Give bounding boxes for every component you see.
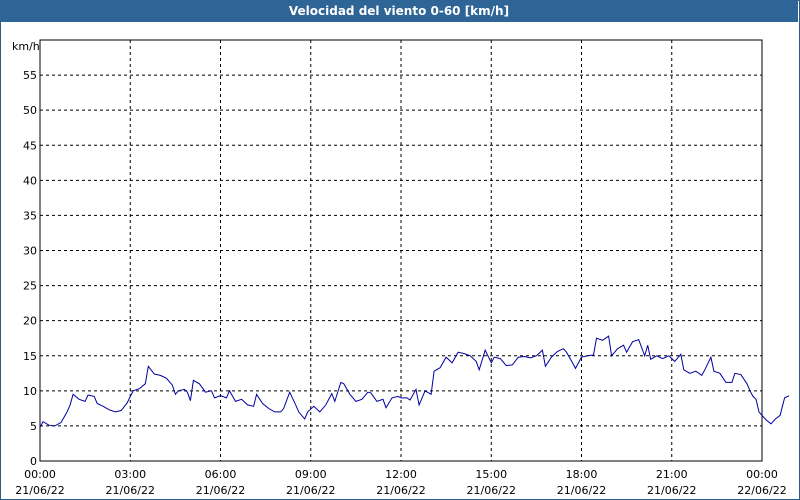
x-tick-time-label: 18:00	[566, 468, 598, 481]
y-axis-unit-label: km/h	[12, 40, 40, 53]
x-tick-time-label: 00:00	[24, 468, 56, 481]
x-tick-date-label: 21/06/22	[647, 484, 696, 497]
x-tick-time-label: 09:00	[295, 468, 327, 481]
chart-title: Velocidad del viento 0-60 [km/h]	[0, 0, 798, 22]
x-tick-date-label: 22/06/22	[737, 484, 786, 497]
y-tick-label: 55	[23, 69, 37, 82]
x-tick-date-label: 21/06/22	[376, 484, 425, 497]
x-tick-time-label: 15:00	[475, 468, 507, 481]
x-axis-ticks: 00:00 21/06/22 03:00 21/06/22 06:00 21/06/22 0…	[15, 468, 786, 497]
y-tick-label: 5	[30, 420, 37, 433]
y-tick-label: 50	[23, 104, 37, 117]
y-tick-label: 45	[23, 139, 37, 152]
wind-speed-line	[39, 335, 790, 428]
x-tick-date-label: 21/06/22	[286, 484, 335, 497]
y-tick-label: 20	[23, 315, 37, 328]
x-tick-time-label: 00:00	[746, 468, 778, 481]
y-tick-label: 10	[23, 385, 37, 398]
y-tick-label: 30	[23, 245, 37, 258]
y-tick-label: 35	[23, 209, 37, 222]
x-tick-time-label: 06:00	[205, 468, 237, 481]
y-tick-label: 40	[23, 174, 37, 187]
x-tick-time-label: 03:00	[114, 468, 146, 481]
plot-border	[39, 39, 763, 462]
x-tick-date-label: 21/06/22	[557, 484, 606, 497]
x-tick-time-label: 12:00	[385, 468, 417, 481]
x-tick-date-label: 21/06/22	[106, 484, 155, 497]
x-tick-date-label: 21/06/22	[15, 484, 64, 497]
y-axis-ticks: 0 5 10 15 20 25 30 35 40 45 50 55	[23, 69, 37, 468]
x-tick-date-label: 21/06/22	[196, 484, 245, 497]
y-tick-label: 25	[23, 280, 37, 293]
y-tick-label: 0	[30, 455, 37, 468]
x-tick-date-label: 21/06/22	[467, 484, 516, 497]
grid-lines	[40, 40, 762, 461]
x-tick-time-label: 21:00	[656, 468, 688, 481]
y-tick-label: 15	[23, 350, 37, 363]
